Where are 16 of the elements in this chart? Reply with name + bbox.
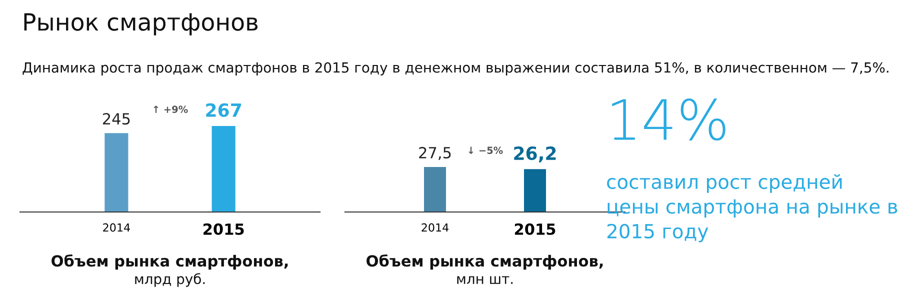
text: 14% xyxy=(612,98,726,141)
text: составил рост средней цены смартфона на рынке в 2015 году xyxy=(607,174,898,242)
x-axis-title: Объем рынка смартфонов, млн шт. xyxy=(366,254,603,284)
text: ↑ +9% xyxy=(154,106,188,114)
data-label: 267 xyxy=(206,103,241,117)
data-label: 245 xyxy=(102,113,130,125)
text: Динамика роста продаж смартфонов в 2015 году в денежном выражении составила 51%, в количественном — 7,5%. xyxy=(22,62,888,76)
data-label: 26,2 xyxy=(514,146,556,162)
data-label: 27,5 xyxy=(419,146,451,160)
text: ↓ −5% xyxy=(468,146,503,154)
x-tick-label: 2014 xyxy=(422,223,449,232)
x-axis-title: Объем рынка смартфонов, млрд руб. xyxy=(52,254,288,287)
x-tick-label: 2014 xyxy=(103,223,130,232)
chart-title: Рынок смартфонов xyxy=(24,13,258,36)
x-tick-label: 2015 xyxy=(514,223,556,235)
x-tick-label: 2015 xyxy=(204,223,244,235)
